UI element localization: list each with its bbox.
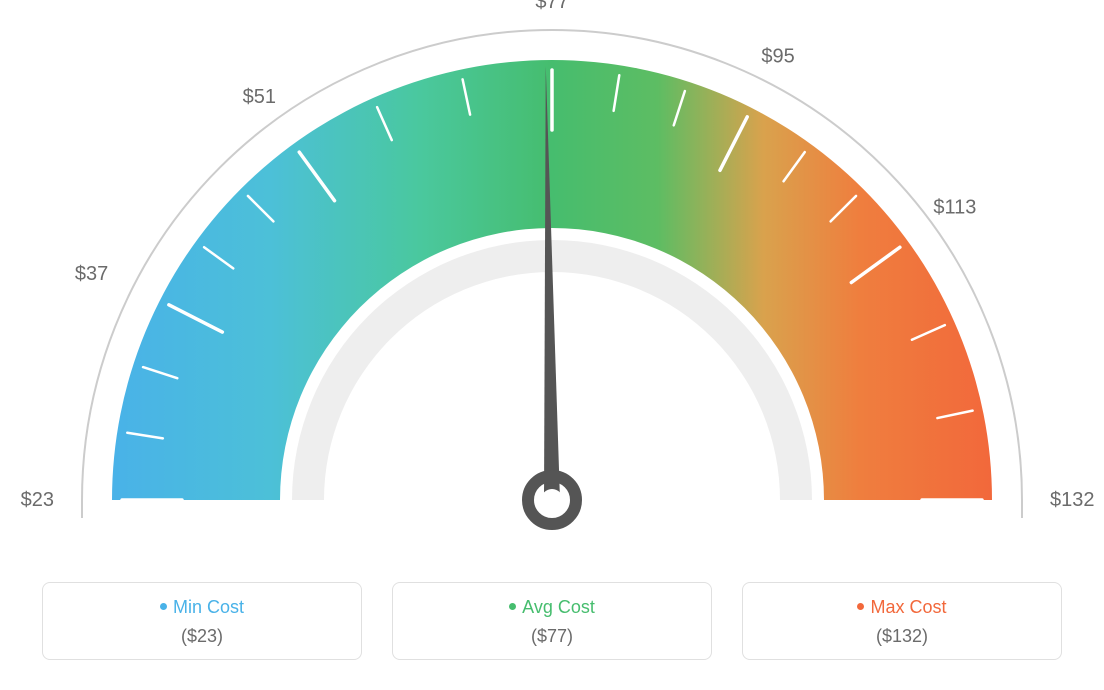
legend-min-label: Min Cost — [173, 597, 244, 617]
legend-card-max: Max Cost ($132) — [742, 582, 1062, 660]
legend-card-min: Min Cost ($23) — [42, 582, 362, 660]
legend-row: Min Cost ($23) Avg Cost ($77) Max Cost (… — [0, 582, 1104, 660]
gauge-chart: $23 $37 $51 $77 $95 $113 $132 — [0, 0, 1104, 560]
svg-text:$77: $77 — [535, 0, 568, 13]
svg-text:$132: $132 — [1050, 489, 1095, 511]
dot-icon — [160, 603, 167, 610]
svg-text:$95: $95 — [761, 45, 794, 67]
svg-text:$37: $37 — [75, 263, 108, 285]
svg-text:$113: $113 — [933, 196, 976, 218]
dot-icon — [509, 603, 516, 610]
legend-card-avg: Avg Cost ($77) — [392, 582, 712, 660]
dot-icon — [857, 603, 864, 610]
legend-max-title: Max Cost — [753, 597, 1051, 618]
legend-avg-title: Avg Cost — [403, 597, 701, 618]
svg-text:$23: $23 — [21, 489, 54, 511]
legend-max-value: ($132) — [753, 626, 1051, 647]
gauge-svg: $23 $37 $51 $77 $95 $113 $132 — [0, 0, 1104, 560]
svg-text:$51: $51 — [243, 86, 276, 108]
legend-min-title: Min Cost — [53, 597, 351, 618]
legend-max-label: Max Cost — [870, 597, 946, 617]
legend-min-value: ($23) — [53, 626, 351, 647]
legend-avg-value: ($77) — [403, 626, 701, 647]
legend-avg-label: Avg Cost — [522, 597, 595, 617]
